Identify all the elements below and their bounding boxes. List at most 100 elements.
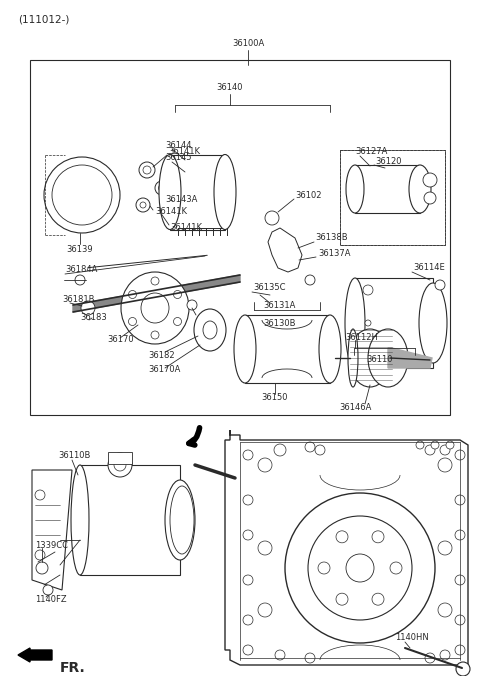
Circle shape bbox=[114, 459, 126, 471]
FancyArrow shape bbox=[18, 648, 52, 662]
Circle shape bbox=[187, 300, 197, 310]
Circle shape bbox=[455, 575, 465, 585]
Bar bbox=[170, 155, 225, 230]
Circle shape bbox=[438, 603, 452, 617]
Ellipse shape bbox=[71, 465, 89, 575]
Circle shape bbox=[243, 615, 253, 625]
Circle shape bbox=[305, 653, 315, 663]
Text: 36170A: 36170A bbox=[148, 366, 180, 375]
Polygon shape bbox=[73, 275, 240, 312]
Circle shape bbox=[143, 166, 151, 174]
Circle shape bbox=[416, 441, 424, 449]
Circle shape bbox=[438, 458, 452, 472]
Circle shape bbox=[440, 650, 450, 660]
Ellipse shape bbox=[346, 165, 364, 213]
Text: 1140FZ: 1140FZ bbox=[35, 596, 67, 604]
Circle shape bbox=[305, 275, 315, 285]
Text: 36112H: 36112H bbox=[345, 333, 378, 343]
Circle shape bbox=[258, 603, 272, 617]
Ellipse shape bbox=[170, 486, 194, 554]
Circle shape bbox=[81, 301, 95, 315]
Text: 36183: 36183 bbox=[80, 314, 107, 322]
Circle shape bbox=[440, 445, 450, 455]
Text: 36141K: 36141K bbox=[168, 147, 200, 157]
Ellipse shape bbox=[214, 155, 236, 229]
Circle shape bbox=[424, 192, 436, 204]
Circle shape bbox=[318, 562, 330, 574]
Polygon shape bbox=[388, 348, 432, 368]
Circle shape bbox=[425, 445, 435, 455]
Text: 36184A: 36184A bbox=[65, 266, 97, 274]
Circle shape bbox=[129, 318, 136, 326]
Text: 36141K: 36141K bbox=[155, 208, 187, 216]
Circle shape bbox=[243, 645, 253, 655]
Circle shape bbox=[438, 541, 452, 555]
Text: 36170: 36170 bbox=[107, 335, 133, 345]
Circle shape bbox=[308, 516, 412, 620]
Circle shape bbox=[336, 593, 348, 605]
Ellipse shape bbox=[319, 315, 341, 383]
Circle shape bbox=[275, 650, 285, 660]
Circle shape bbox=[35, 550, 45, 560]
Text: 36140: 36140 bbox=[217, 84, 243, 93]
Text: 36102: 36102 bbox=[295, 191, 322, 199]
Circle shape bbox=[136, 198, 150, 212]
Circle shape bbox=[456, 662, 470, 676]
Circle shape bbox=[243, 450, 253, 460]
Circle shape bbox=[390, 562, 402, 574]
Circle shape bbox=[305, 442, 315, 452]
Circle shape bbox=[75, 275, 85, 285]
Ellipse shape bbox=[121, 272, 189, 344]
Text: 36110B: 36110B bbox=[58, 450, 90, 460]
Circle shape bbox=[431, 441, 439, 449]
Ellipse shape bbox=[409, 165, 431, 213]
Circle shape bbox=[372, 531, 384, 543]
Circle shape bbox=[140, 202, 146, 208]
Circle shape bbox=[363, 351, 373, 361]
Bar bbox=[355, 278, 433, 368]
Circle shape bbox=[346, 554, 374, 582]
Circle shape bbox=[151, 277, 159, 285]
Circle shape bbox=[108, 453, 132, 477]
Circle shape bbox=[243, 575, 253, 585]
Ellipse shape bbox=[349, 329, 391, 387]
Circle shape bbox=[151, 331, 159, 339]
Circle shape bbox=[139, 162, 155, 178]
Bar bbox=[340, 150, 445, 245]
Text: 36139: 36139 bbox=[67, 245, 93, 254]
Circle shape bbox=[52, 165, 112, 225]
Circle shape bbox=[36, 562, 48, 574]
Text: 1140HN: 1140HN bbox=[395, 633, 429, 642]
Text: 36145: 36145 bbox=[165, 153, 192, 162]
Ellipse shape bbox=[345, 278, 365, 368]
Ellipse shape bbox=[203, 321, 217, 339]
Text: 36131A: 36131A bbox=[263, 301, 295, 310]
Text: 36150: 36150 bbox=[262, 393, 288, 402]
Bar bbox=[355, 165, 420, 213]
Text: 36146A: 36146A bbox=[339, 404, 371, 412]
Circle shape bbox=[435, 280, 445, 290]
Circle shape bbox=[455, 495, 465, 505]
Circle shape bbox=[336, 531, 348, 543]
Circle shape bbox=[285, 493, 435, 643]
Circle shape bbox=[243, 495, 253, 505]
Circle shape bbox=[274, 444, 286, 456]
Ellipse shape bbox=[141, 293, 169, 323]
Text: 36130B: 36130B bbox=[264, 318, 296, 327]
Bar bbox=[340, 150, 445, 245]
Circle shape bbox=[363, 285, 373, 295]
Circle shape bbox=[455, 615, 465, 625]
Circle shape bbox=[423, 173, 437, 187]
Ellipse shape bbox=[348, 329, 358, 387]
Text: (111012-): (111012-) bbox=[18, 14, 70, 24]
Circle shape bbox=[446, 441, 454, 449]
Polygon shape bbox=[225, 430, 468, 665]
Text: 36114E: 36114E bbox=[413, 262, 445, 272]
Text: 36100A: 36100A bbox=[232, 39, 264, 47]
Ellipse shape bbox=[194, 309, 226, 351]
Text: 36120: 36120 bbox=[375, 158, 401, 166]
Circle shape bbox=[365, 320, 371, 326]
Bar bbox=[80, 465, 180, 575]
Text: 36144: 36144 bbox=[165, 141, 192, 149]
Text: 1339CC: 1339CC bbox=[35, 541, 68, 550]
